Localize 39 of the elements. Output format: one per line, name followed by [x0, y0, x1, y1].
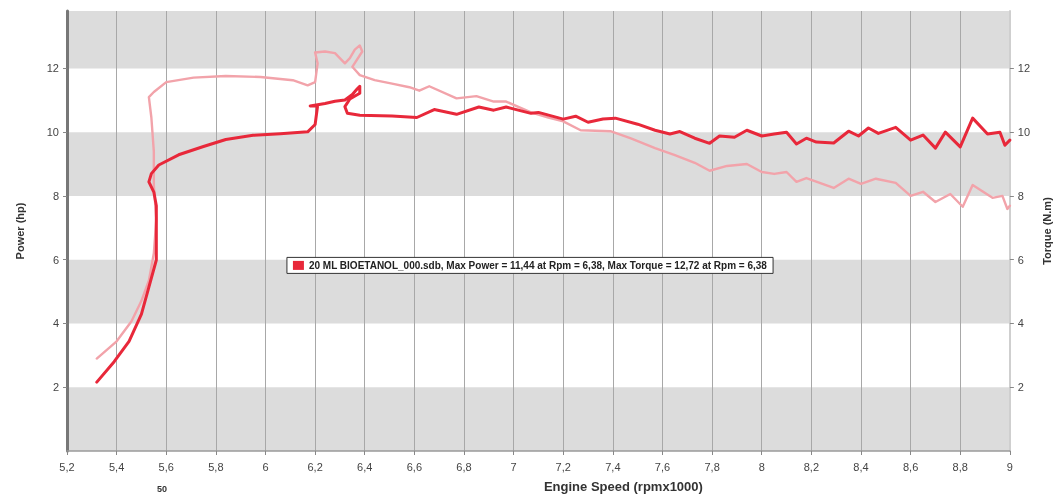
y-tick-label: 12	[46, 62, 59, 75]
x-tick-label: 6,6	[406, 460, 423, 473]
x-tick-label: 7,2	[555, 460, 571, 473]
y2-tick-label: 10	[1017, 126, 1031, 139]
y-tick-label: 8	[52, 189, 59, 202]
x-tick-label: 6,4	[357, 460, 373, 473]
line-series	[95, 84, 1012, 384]
line-series	[95, 44, 1012, 360]
x-tick-label: 5,4	[108, 460, 125, 473]
x-tick-label: 9	[1006, 460, 1013, 473]
x-tick-label: 5,6	[158, 460, 174, 473]
legend-label: 20 ML BIOETANOL_000.sdb, Max Power = 11,44 at Rpm = 6,38, Max Torque = 12,72 at Rpm = 6,38	[308, 259, 768, 271]
x-tick-label: 5,2	[59, 460, 75, 473]
x-tick-label: 7,6	[654, 460, 671, 473]
y-tick-label: 4	[52, 317, 59, 330]
x-tick-label: 8,6	[902, 460, 919, 473]
y-tick-label: 10	[46, 126, 59, 139]
x-tick-label: 7,4	[605, 460, 621, 473]
x-tick-label: 6,2	[307, 460, 323, 473]
x-tick-label: 6	[262, 460, 269, 473]
x-tick-label: 8	[758, 460, 765, 473]
y-tick-label: 6	[52, 253, 59, 266]
y2-tick-label: 12	[1017, 62, 1031, 75]
x-tick-label: 8,8	[952, 460, 968, 473]
x-axis-title: Engine Speed (rpmx1000)	[543, 479, 703, 494]
x-tick-label: 7	[510, 460, 517, 473]
y2-tick-label: 8	[1017, 189, 1024, 202]
x-tick-label: 6,8	[456, 460, 472, 473]
y2-axis-title: Torque (N.m)	[1040, 196, 1053, 265]
y-tick-label: 2	[52, 381, 59, 394]
x-tick-label: 5,8	[208, 460, 224, 473]
y-axis-title: Power (hp)	[13, 202, 26, 260]
x-tick-label: 8,2	[803, 460, 820, 473]
x-tick-label: 8,4	[853, 460, 869, 473]
text: 50	[157, 483, 168, 494]
y2-tick-label: 4	[1017, 317, 1024, 330]
y2-tick-label: 6	[1017, 253, 1024, 266]
y2-tick-label: 2	[1017, 381, 1024, 394]
x-tick-label: 7,8	[704, 460, 720, 473]
